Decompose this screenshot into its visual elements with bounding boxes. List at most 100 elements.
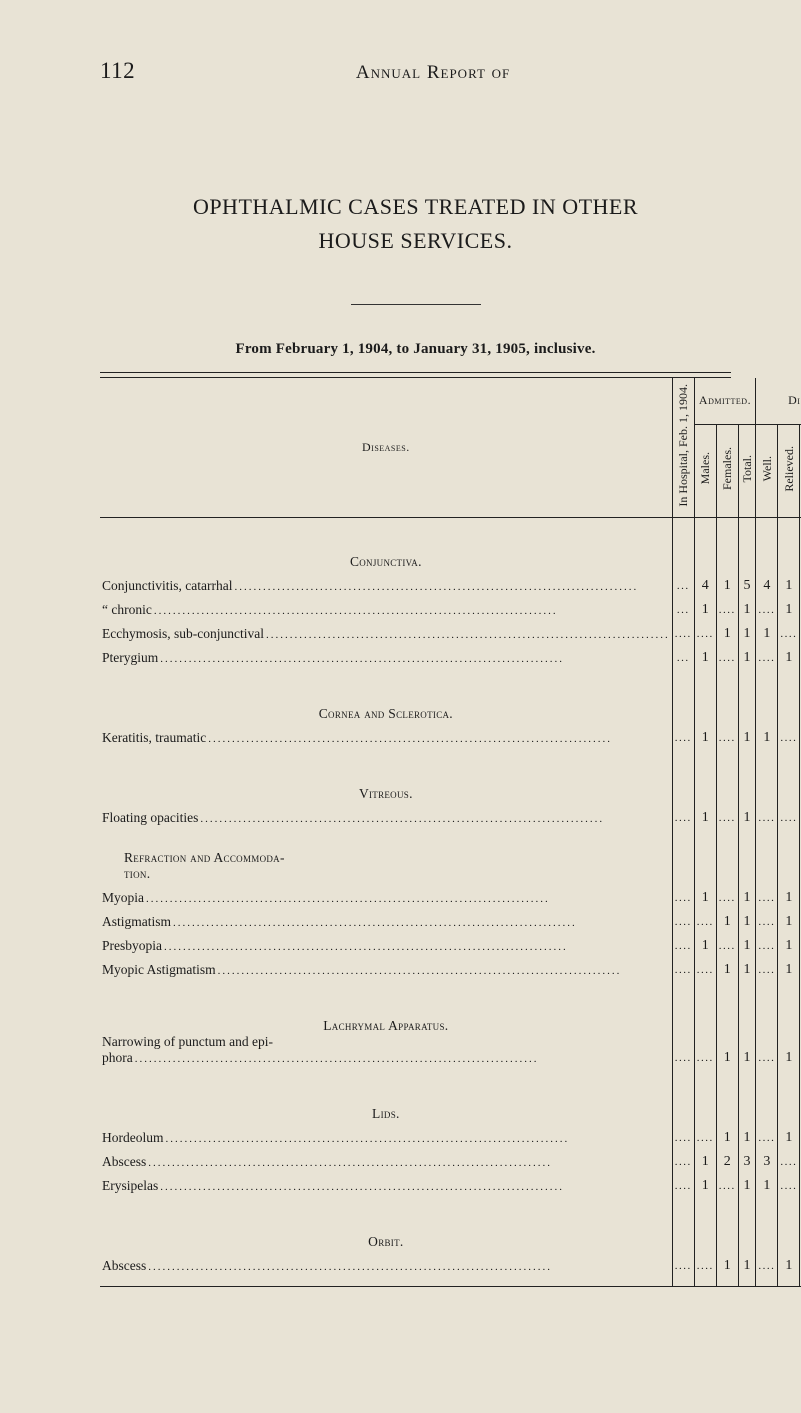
table-cell xyxy=(716,1204,738,1250)
section-title: Refraction and Accommoda-tion. xyxy=(100,836,672,882)
section-header-row: Orbit. xyxy=(100,1204,801,1250)
table-row: Astigmatism........11....1............1.… xyxy=(100,906,801,930)
table-cell: 4 xyxy=(756,570,778,594)
table-row: Pterygium...1....1....1............1.... xyxy=(100,642,801,666)
table-cell: 1 xyxy=(738,882,756,906)
row-label: Ecchymosis, sub-conjunctival xyxy=(100,618,672,642)
col-diseases: Diseases. xyxy=(100,378,672,517)
table-row: Abscess........11....1............1.... xyxy=(100,1250,801,1274)
table-cell: .... xyxy=(672,1170,694,1194)
table-cell: .... xyxy=(778,802,800,826)
table-row: “ chronic...1....1....1............1.... xyxy=(100,594,801,618)
row-label: Narrowing of punctum and epi- phora xyxy=(100,1034,672,1066)
table-cell: .... xyxy=(756,1122,778,1146)
table-row: Ecchymosis, sub-conjunctival........111.… xyxy=(100,618,801,642)
table-cell: .... xyxy=(694,1250,716,1274)
table-cell: 1 xyxy=(778,1034,800,1066)
table-cell: .... xyxy=(756,882,778,906)
table-cell: 1 xyxy=(778,570,800,594)
table-cell: 1 xyxy=(738,930,756,954)
section-title: Vitreous. xyxy=(100,756,672,802)
table-cell: 3 xyxy=(738,1146,756,1170)
table-cell: .... xyxy=(672,882,694,906)
table-cell xyxy=(694,988,716,1034)
table-cell: 1 xyxy=(716,1122,738,1146)
table-cell xyxy=(694,1204,716,1250)
col-females: Females. xyxy=(716,424,738,517)
table-cell: 1 xyxy=(778,642,800,666)
table-cell: .... xyxy=(756,642,778,666)
col-well: Well. xyxy=(756,424,778,517)
table-cell: .... xyxy=(716,642,738,666)
table-cell: .... xyxy=(672,954,694,978)
table-cell: .... xyxy=(694,906,716,930)
table-cell xyxy=(738,676,756,722)
section-title: Lids. xyxy=(100,1076,672,1122)
table-cell: 1 xyxy=(716,1034,738,1066)
table-cell xyxy=(738,524,756,570)
table-cell: .... xyxy=(672,722,694,746)
table-row: Conjunctivitis, catarrhal...41541.......… xyxy=(100,570,801,594)
page: 112 Annual Report of OPHTHALMIC CASES TR… xyxy=(0,0,801,1413)
table-cell: 2 xyxy=(716,1146,738,1170)
col-males: Males. xyxy=(694,424,716,517)
table-cell xyxy=(694,676,716,722)
table-cell: 1 xyxy=(756,618,778,642)
row-label: Presbyopia xyxy=(100,930,672,954)
row-label: Myopic Astigmatism xyxy=(100,954,672,978)
table-cell xyxy=(756,676,778,722)
table-cell xyxy=(778,524,800,570)
table-cell xyxy=(756,836,778,882)
table-row: Narrowing of punctum and epi- phora.....… xyxy=(100,1034,801,1066)
table-cell xyxy=(778,676,800,722)
row-label: Myopia xyxy=(100,882,672,906)
table-cell: .... xyxy=(756,906,778,930)
section-header-row: Lachrymal Apparatus. xyxy=(100,988,801,1034)
table-cell: ... xyxy=(672,642,694,666)
table-cell: .... xyxy=(694,1034,716,1066)
main-title-line1: OPHTHALMIC CASES TREATED IN OTHER xyxy=(100,194,731,220)
table-cell: .... xyxy=(756,1034,778,1066)
table-cell: 1 xyxy=(738,1170,756,1194)
table-cell: 1 xyxy=(778,906,800,930)
table-cell xyxy=(672,988,694,1034)
table-cell xyxy=(738,836,756,882)
table-cell: 1 xyxy=(738,1034,756,1066)
table-cell: 1 xyxy=(738,618,756,642)
table-cell: .... xyxy=(756,594,778,618)
row-label: Abscess xyxy=(100,1146,672,1170)
table-cell: .... xyxy=(778,618,800,642)
row-label: “ chronic xyxy=(100,594,672,618)
section-header-row: Conjunctiva. xyxy=(100,524,801,570)
col-in-hospital-start: In Hospital, Feb. 1, 1904. xyxy=(672,378,694,517)
table-row: Keratitis, traumatic....1....11.........… xyxy=(100,722,801,746)
table-cell xyxy=(672,836,694,882)
table-cell: .... xyxy=(716,882,738,906)
table-cell: 1 xyxy=(738,906,756,930)
table-cell: 1 xyxy=(756,1170,778,1194)
table-cell xyxy=(738,988,756,1034)
table-cell: .... xyxy=(672,930,694,954)
table-cell: .... xyxy=(672,618,694,642)
table-cell xyxy=(738,756,756,802)
table-row: Floating opacities....1....1........1...… xyxy=(100,802,801,826)
table-cell: 1 xyxy=(756,722,778,746)
table-cell xyxy=(756,1204,778,1250)
row-label: Pterygium xyxy=(100,642,672,666)
table-cell xyxy=(756,524,778,570)
table-cell: 1 xyxy=(738,1250,756,1274)
table-cell xyxy=(778,756,800,802)
table-cell: 1 xyxy=(738,954,756,978)
section-title: Orbit. xyxy=(100,1204,672,1250)
table-cell xyxy=(672,756,694,802)
table-cell xyxy=(672,1204,694,1250)
table-cell: 1 xyxy=(778,1250,800,1274)
table-cell: 1 xyxy=(778,882,800,906)
table-cell: 1 xyxy=(738,642,756,666)
table-cell: .... xyxy=(716,930,738,954)
row-label: Floating opacities xyxy=(100,802,672,826)
table-cell xyxy=(672,524,694,570)
table-cell: 1 xyxy=(694,642,716,666)
colgroup-discharged: Discharged. xyxy=(756,378,801,424)
section-title: Cornea and Sclerotica. xyxy=(100,676,672,722)
